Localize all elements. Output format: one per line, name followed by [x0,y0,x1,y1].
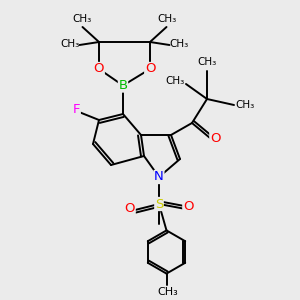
Text: O: O [210,131,220,145]
Text: N: N [154,170,164,184]
Text: CH₃: CH₃ [158,287,178,297]
Text: CH₃: CH₃ [72,14,91,25]
Text: O: O [145,62,155,76]
Text: CH₃: CH₃ [158,14,177,25]
Text: CH₃: CH₃ [236,100,255,110]
Text: O: O [183,200,194,214]
Text: CH₃: CH₃ [165,76,184,86]
Text: CH₃: CH₃ [61,39,80,50]
Text: B: B [118,79,127,92]
Text: S: S [155,197,163,211]
Text: F: F [73,103,80,116]
Text: O: O [94,62,104,76]
Text: CH₃: CH₃ [169,39,188,50]
Text: O: O [125,202,135,215]
Text: CH₃: CH₃ [197,57,217,67]
